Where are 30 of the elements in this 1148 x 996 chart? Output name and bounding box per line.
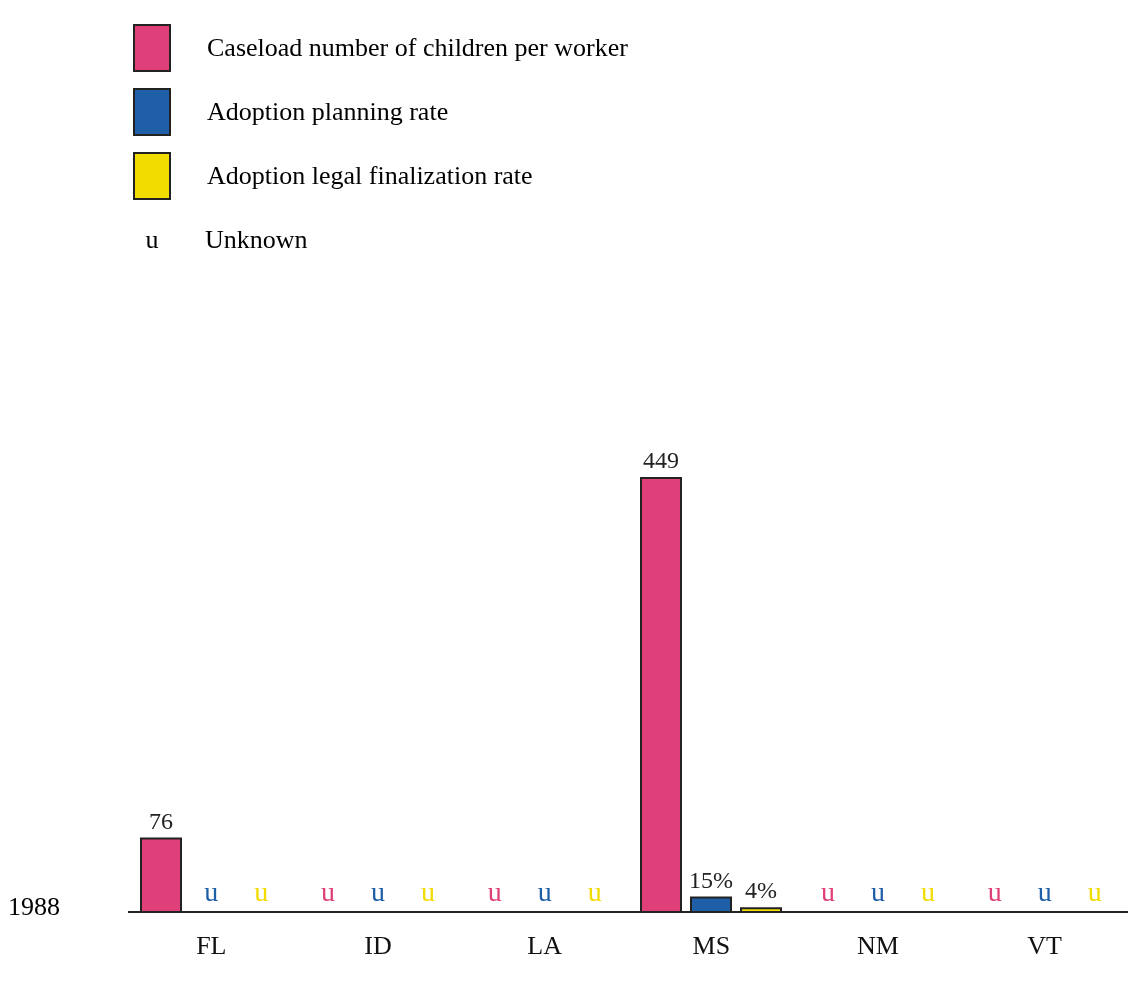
- data-label: 15%: [689, 866, 733, 893]
- text: u: [487, 876, 502, 907]
- x-tick-label: FL: [196, 931, 227, 961]
- text: u: [371, 876, 385, 907]
- x-tick-label: MS: [692, 931, 731, 961]
- text: u: [1037, 876, 1052, 907]
- text: u: [587, 876, 602, 907]
- text: u: [921, 876, 935, 907]
- y-axis-title: 1988: [8, 892, 60, 922]
- legend-label: Adoption legal finalization rate: [207, 161, 533, 191]
- text: Unknown: [205, 225, 308, 255]
- text: u: [421, 876, 435, 907]
- data-label: 4%: [745, 877, 777, 904]
- text: u: [987, 876, 1002, 907]
- x-tick-label: NM: [857, 931, 899, 961]
- legend-label: Adoption planning rate: [207, 97, 449, 127]
- text: u: [537, 876, 552, 907]
- text: u: [144, 225, 160, 255]
- text: u: [1087, 876, 1102, 907]
- x-tick-label: VT: [1027, 931, 1063, 961]
- text: u: [821, 876, 835, 907]
- legend-label: Caseload number of children per worker: [207, 33, 628, 63]
- text: u: [254, 876, 269, 907]
- x-tick-label: LA: [527, 931, 563, 961]
- data-label: 76: [149, 807, 173, 834]
- data-label: 449: [643, 446, 679, 473]
- text: u: [321, 876, 335, 907]
- text: u: [204, 876, 219, 907]
- text: u: [871, 876, 885, 907]
- x-tick-label: ID: [364, 931, 392, 961]
